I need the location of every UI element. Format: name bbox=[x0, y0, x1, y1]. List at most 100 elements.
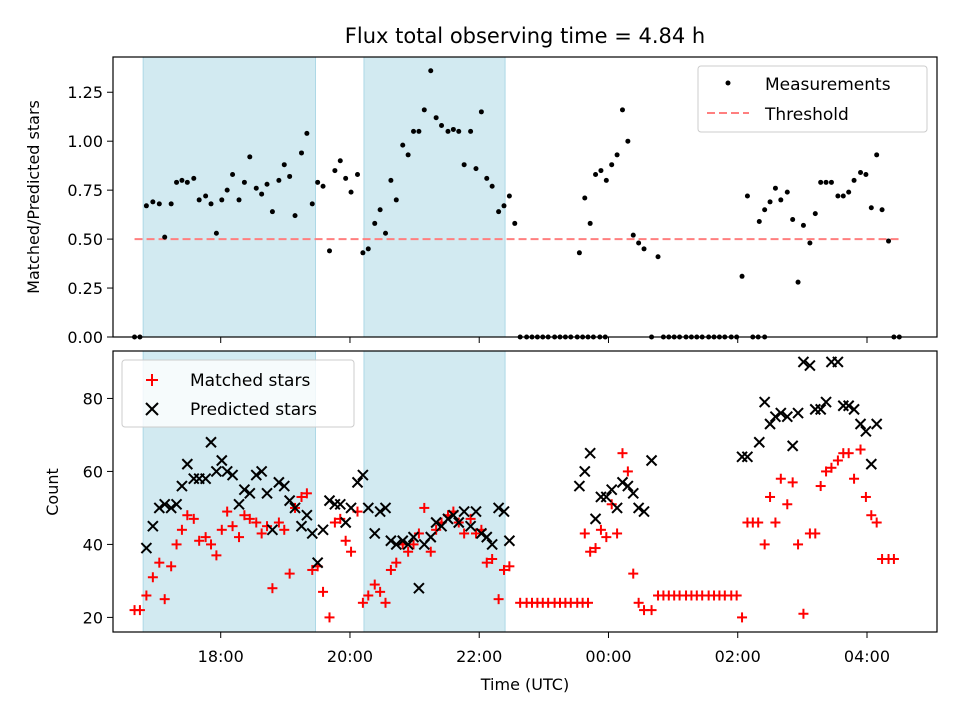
predicted-star-point bbox=[470, 505, 482, 518]
measurement-point bbox=[327, 248, 333, 254]
measurement-point bbox=[784, 189, 790, 195]
y-tick-label: 40 bbox=[83, 535, 103, 554]
measurement-point bbox=[772, 185, 778, 191]
top-y-axis-label: Matched/Predicted stars bbox=[24, 100, 43, 294]
measurement-point bbox=[800, 222, 806, 228]
matched-star-point bbox=[590, 543, 601, 554]
predicted-star-point bbox=[503, 535, 516, 547]
measurement-point bbox=[506, 193, 512, 199]
measurement-point bbox=[224, 187, 230, 193]
matched-star-point bbox=[141, 590, 152, 601]
matched-star-point bbox=[815, 481, 826, 492]
matched-star-point bbox=[737, 612, 748, 623]
predicted-star-point bbox=[804, 359, 816, 372]
predicted-star-point bbox=[261, 487, 273, 500]
predicted-star-point bbox=[334, 498, 346, 510]
measurement-point bbox=[778, 197, 784, 203]
matched-star-point bbox=[154, 557, 165, 568]
matched-star-point bbox=[487, 554, 498, 565]
matched-star-point bbox=[782, 499, 793, 510]
matched-star-point bbox=[256, 528, 267, 539]
predicted-star-point bbox=[153, 502, 166, 514]
predicted-star-point bbox=[329, 498, 341, 510]
matched-star-point bbox=[622, 466, 633, 477]
measurement-point bbox=[501, 203, 507, 209]
measurement-point bbox=[304, 130, 310, 136]
measurement-point bbox=[812, 211, 818, 217]
measurement-point bbox=[840, 193, 846, 199]
measurement-point bbox=[762, 207, 768, 213]
measurement-point bbox=[253, 185, 259, 191]
measurement-point bbox=[377, 207, 383, 213]
predicted-star-point bbox=[797, 356, 810, 368]
measurement-point bbox=[630, 232, 636, 238]
matched-star-point bbox=[775, 473, 786, 484]
measurement-point bbox=[360, 250, 366, 256]
matched-star-point bbox=[222, 506, 233, 517]
measurement-point bbox=[162, 234, 168, 240]
predicted-star-point bbox=[413, 582, 425, 594]
shaded-interval bbox=[142, 56, 316, 338]
measurement-point bbox=[259, 191, 265, 197]
measurement-point bbox=[213, 230, 219, 236]
top-legend: Measurements Threshold bbox=[697, 65, 928, 133]
predicted-star-point bbox=[301, 509, 313, 521]
predicted-star-point bbox=[317, 524, 329, 536]
matched-star-point bbox=[425, 546, 436, 557]
predicted-star-point bbox=[786, 440, 799, 452]
measurement-point bbox=[874, 152, 880, 158]
predicted-star-point bbox=[758, 396, 771, 408]
matched-star-point bbox=[849, 473, 860, 484]
measurement-point bbox=[230, 171, 236, 177]
measurement-point bbox=[473, 166, 479, 172]
predicted-star-point bbox=[458, 505, 470, 518]
matched-star-point bbox=[188, 513, 199, 524]
predicted-star-point bbox=[589, 513, 602, 525]
matched-star-point bbox=[403, 546, 414, 557]
measurement-point bbox=[456, 128, 462, 134]
predicted-star-point bbox=[792, 407, 804, 419]
matched-star-point bbox=[318, 586, 329, 597]
measurement-point bbox=[614, 152, 620, 158]
predicted-star-point bbox=[345, 502, 357, 514]
predicted-star-point bbox=[402, 538, 414, 551]
predicted-star-point bbox=[430, 516, 442, 529]
predicted-star-point bbox=[464, 520, 477, 532]
measurement-point bbox=[320, 183, 326, 189]
measurement-point bbox=[372, 220, 378, 226]
matched-star-point bbox=[147, 572, 158, 583]
predicted-star-point bbox=[216, 454, 228, 467]
matched-star-point bbox=[363, 590, 374, 601]
matched-star-point bbox=[459, 528, 470, 539]
predicted-star-point bbox=[842, 400, 855, 412]
legend-measurements-label: Measurements bbox=[765, 75, 891, 95]
predicted-star-point bbox=[573, 480, 586, 492]
matched-star-point bbox=[583, 597, 594, 608]
predicted-star-point bbox=[210, 465, 223, 478]
measurement-point bbox=[332, 168, 338, 174]
predicted-star-point bbox=[638, 505, 650, 518]
measurement-point bbox=[168, 201, 174, 207]
matched-star-point bbox=[855, 444, 866, 455]
predicted-star-point bbox=[492, 502, 505, 514]
matched-star-point bbox=[628, 568, 639, 579]
matched-star-point bbox=[251, 517, 262, 528]
matched-star-point bbox=[284, 568, 295, 579]
measurement-point bbox=[858, 170, 864, 176]
measurement-point bbox=[298, 150, 304, 156]
matched-star-point bbox=[239, 510, 250, 521]
predicted-star-point bbox=[379, 502, 392, 514]
matched-star-point bbox=[273, 517, 284, 528]
predicted-star-point bbox=[627, 487, 639, 500]
measurement-point bbox=[174, 179, 180, 185]
measurement-point bbox=[439, 123, 445, 129]
predicted-star-point bbox=[820, 396, 832, 408]
matched-star-point bbox=[419, 502, 430, 513]
measurement-point bbox=[450, 126, 456, 132]
matched-star-point bbox=[617, 448, 628, 459]
predicted-star-point bbox=[266, 524, 279, 536]
x-tick-label: 18:00 bbox=[198, 647, 244, 666]
predicted-star-point bbox=[158, 498, 171, 510]
matched-star-point bbox=[329, 517, 340, 528]
matched-star-point bbox=[753, 517, 764, 528]
